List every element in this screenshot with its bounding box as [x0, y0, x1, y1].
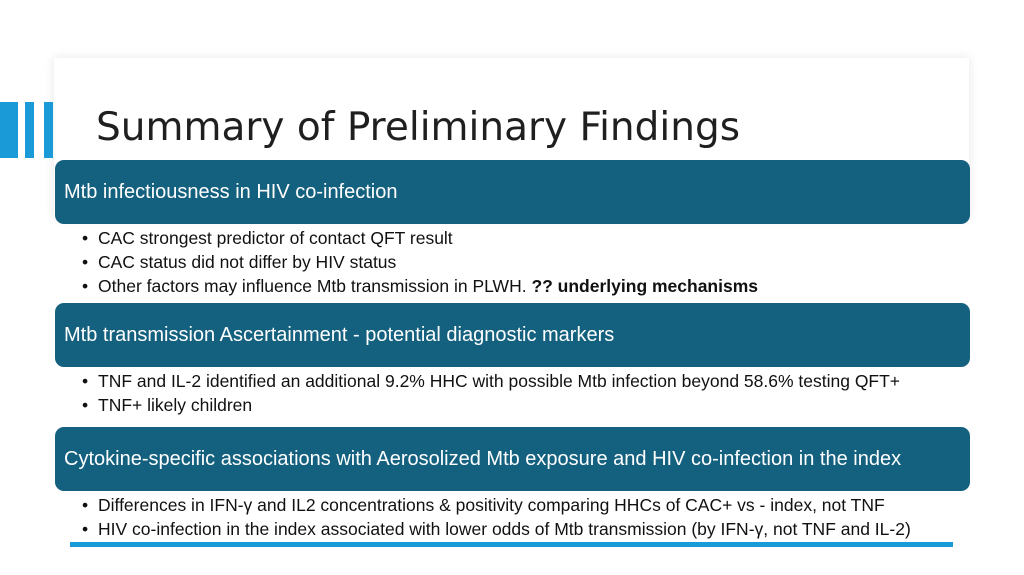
bullet-dot-icon: •: [82, 252, 89, 272]
section-bullets-ascertainment: • TNF and IL-2 identified an additional 9…: [80, 371, 950, 419]
bullet-item: • Differences in IFN-γ and IL2 concentrat…: [82, 495, 885, 515]
section-bullets-infectiousness: • CAC strongest predictor of contact QFT …: [80, 228, 950, 300]
bullet-item: • TNF and IL-2 identified an additional 9…: [82, 371, 901, 391]
bullet-dot-icon: •: [82, 395, 89, 415]
section-header-ascertainment: Mtb transmission Ascertainment - potenti…: [55, 303, 970, 367]
footer-divider: [70, 542, 953, 547]
bullet-dot-icon: •: [82, 495, 89, 515]
bullet-item: • TNF+ likely children: [82, 395, 253, 415]
bullet-item: • HIV co-infection in the index associate…: [82, 519, 911, 539]
accent-bar: [0, 102, 18, 158]
section-header-infectiousness: Mtb infectiousness in HIV co-infection: [55, 160, 970, 224]
slide-title: Summary of Preliminary Findings: [96, 105, 741, 150]
bullet-item: • CAC strongest predictor of contact QFT …: [82, 228, 453, 248]
bullet-dot-icon: •: [82, 228, 89, 248]
accent-bar: [44, 102, 53, 158]
bullet-dot-icon: •: [82, 276, 89, 296]
bullet-emphasis: ?? underlying mechanisms: [531, 276, 759, 296]
bullet-dot-icon: •: [82, 519, 89, 539]
bullet-item: • Other factors may influence Mtb transmi…: [82, 276, 759, 296]
bullet-item: • CAC status did not differ by HIV status: [82, 252, 397, 272]
bullet-dot-icon: •: [82, 371, 89, 391]
section-bullets-cytokine: • Differences in IFN-γ and IL2 concentrat…: [80, 495, 950, 543]
accent-bar: [25, 102, 34, 158]
section-header-cytokine: Cytokine-specific associations with Aero…: [55, 427, 970, 491]
